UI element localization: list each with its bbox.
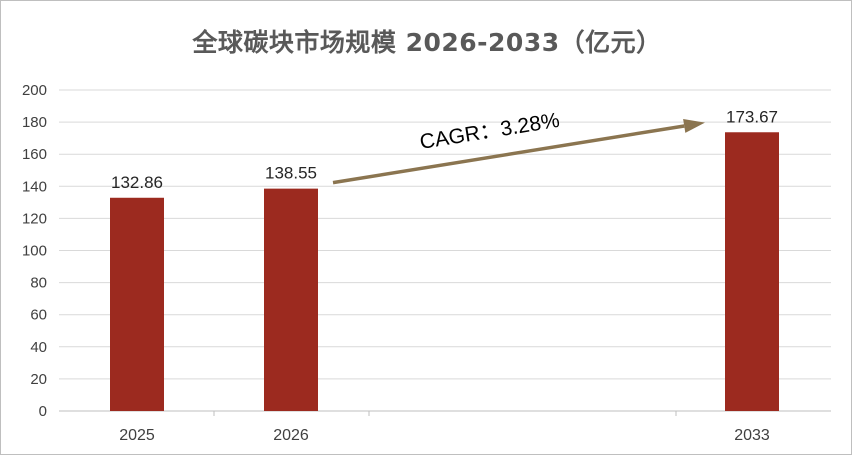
cagr-arrow-line — [332, 124, 685, 185]
y-tick-label: 180 — [22, 114, 47, 131]
y-tick-label: 120 — [22, 210, 47, 227]
chart-title: 全球碳块市场规模 2026-2033（亿元） — [192, 28, 662, 57]
x-tick-label-2033: 2033 — [734, 427, 770, 444]
x-tick-label-2026: 2026 — [273, 427, 309, 444]
y-tick-label: 100 — [22, 243, 47, 260]
data-label-2026: 138.55 — [265, 164, 317, 183]
data-label-2025: 132.86 — [111, 173, 163, 192]
x-tick-label-2025: 2025 — [119, 427, 155, 444]
bar-2025 — [110, 197, 164, 411]
y-tick-label: 160 — [22, 146, 47, 163]
y-tick-label: 200 — [22, 82, 47, 99]
y-tick-label: 60 — [30, 307, 47, 324]
cagr-label: CAGR：3.28% — [418, 109, 561, 154]
bar-2026 — [264, 188, 318, 411]
y-tick-label: 40 — [30, 339, 47, 356]
y-tick-label: 80 — [30, 275, 47, 292]
cagr-arrow-head — [683, 119, 705, 133]
data-label-2033: 173.67 — [726, 107, 778, 126]
bar-2033 — [725, 132, 779, 411]
y-tick-label: 0 — [39, 403, 47, 420]
y-tick-label: 140 — [22, 178, 47, 195]
y-tick-label: 20 — [30, 371, 47, 388]
